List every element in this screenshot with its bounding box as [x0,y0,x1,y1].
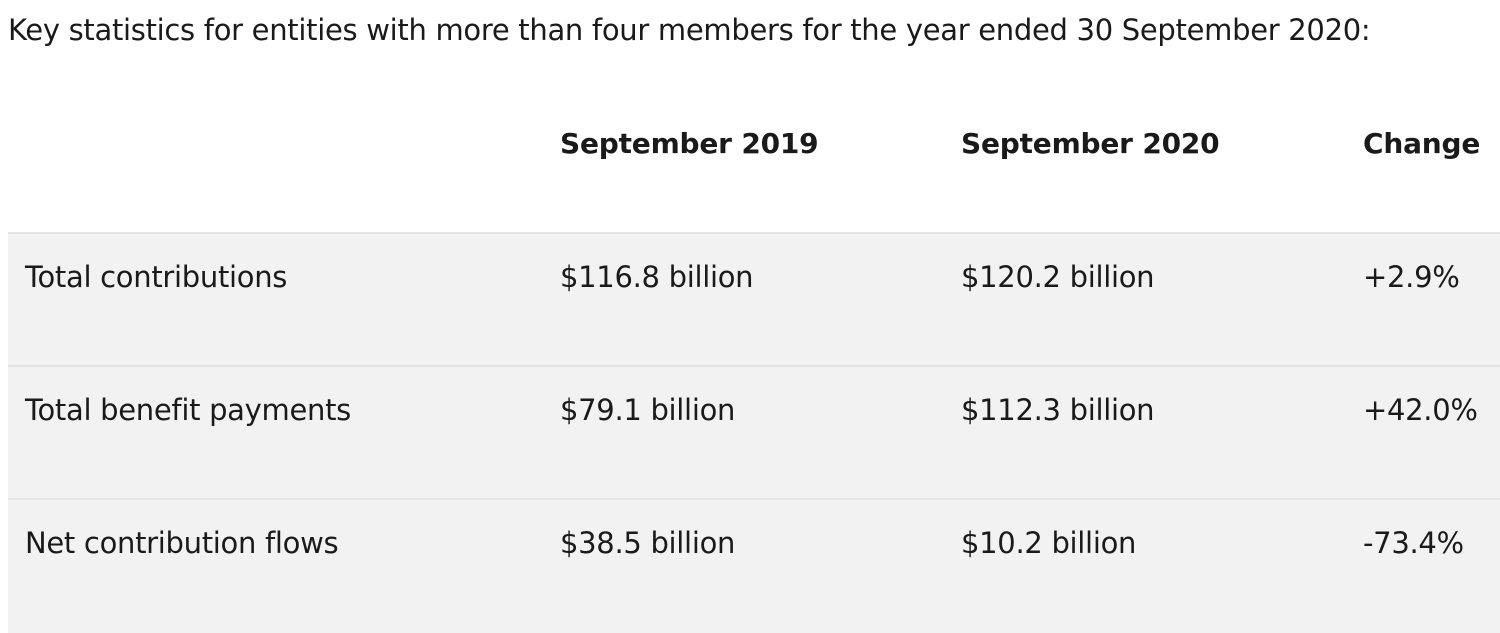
row-label: Total benefit payments [25,393,351,427]
value-september-2020: $10.2 billion [961,526,1137,560]
value-september-2019: $38.5 billion [560,526,736,560]
header-cell-change: Change [1363,127,1481,160]
header-cell-september-2019: September 2019 [560,127,819,160]
table-row: Total contributions $116.8 billion $120.… [8,234,1500,367]
value-change: -73.4% [1363,526,1464,560]
row-label: Net contribution flows [25,526,339,560]
table-header-row: September 2019 September 2020 Change [8,78,1500,234]
value-change: +2.9% [1363,260,1460,294]
table-row: Total benefit payments $79.1 billion $11… [8,367,1500,500]
intro-text: Key statistics for entities with more th… [8,13,1371,47]
key-statistics-table: September 2019 September 2020 Change Tot… [8,78,1500,633]
row-label: Total contributions [25,260,288,294]
value-september-2020: $112.3 billion [961,393,1155,427]
header-cell-september-2020: September 2020 [961,127,1220,160]
table-row: Net contribution flows $38.5 billion $10… [8,500,1500,633]
value-september-2019: $79.1 billion [560,393,736,427]
value-change: +42.0% [1363,393,1478,427]
value-september-2020: $120.2 billion [961,260,1155,294]
value-september-2019: $116.8 billion [560,260,754,294]
